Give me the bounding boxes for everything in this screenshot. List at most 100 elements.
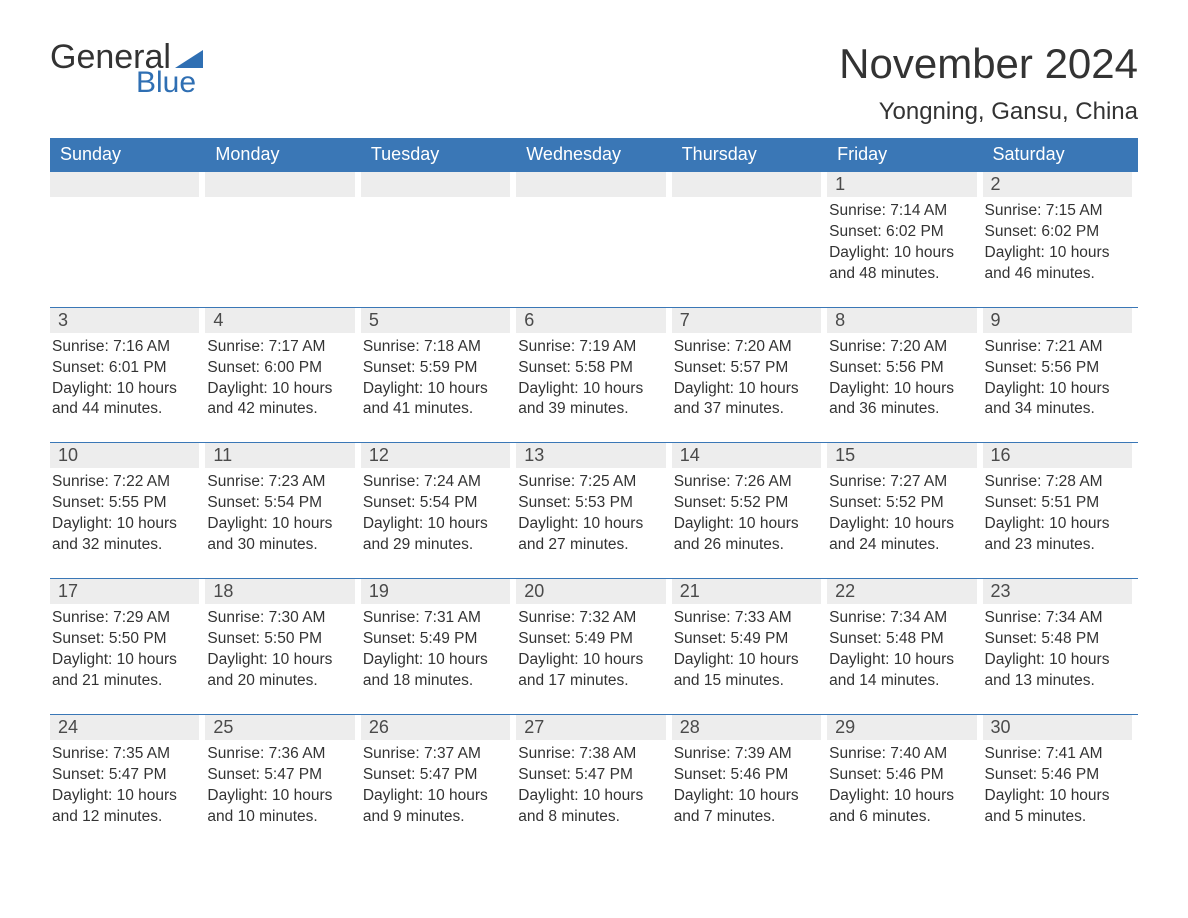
sunrise-text: Sunrise: 7:18 AM: [363, 337, 510, 358]
daylight-text: Daylight: 10 hours and 20 minutes.: [207, 650, 354, 692]
sunset-text: Sunset: 5:55 PM: [52, 493, 199, 514]
day-number: 15: [827, 443, 976, 468]
day-number: .: [205, 172, 354, 197]
title-block: November 2024 Yongning, Gansu, China: [839, 40, 1138, 126]
dow-friday: Friday: [827, 138, 982, 171]
sunset-text: Sunset: 5:47 PM: [52, 765, 199, 786]
day-cell: 12Sunrise: 7:24 AMSunset: 5:54 PMDayligh…: [361, 443, 516, 556]
daylight-text: Daylight: 10 hours and 23 minutes.: [985, 514, 1132, 556]
sunset-text: Sunset: 5:50 PM: [52, 629, 199, 650]
dow-monday: Monday: [205, 138, 360, 171]
week-row: .....1Sunrise: 7:14 AMSunset: 6:02 PMDay…: [50, 171, 1138, 285]
day-details: Sunrise: 7:25 AMSunset: 5:53 PMDaylight:…: [516, 472, 665, 556]
sunrise-text: Sunrise: 7:38 AM: [518, 744, 665, 765]
day-details: Sunrise: 7:37 AMSunset: 5:47 PMDaylight:…: [361, 744, 510, 828]
day-details: Sunrise: 7:14 AMSunset: 6:02 PMDaylight:…: [827, 201, 976, 285]
sunset-text: Sunset: 5:51 PM: [985, 493, 1132, 514]
day-details: Sunrise: 7:24 AMSunset: 5:54 PMDaylight:…: [361, 472, 510, 556]
sunset-text: Sunset: 5:52 PM: [674, 493, 821, 514]
sunset-text: Sunset: 6:01 PM: [52, 358, 199, 379]
sunrise-text: Sunrise: 7:15 AM: [985, 201, 1132, 222]
sunrise-text: Sunrise: 7:21 AM: [985, 337, 1132, 358]
sunrise-text: Sunrise: 7:24 AM: [363, 472, 510, 493]
day-details: Sunrise: 7:32 AMSunset: 5:49 PMDaylight:…: [516, 608, 665, 692]
daylight-text: Daylight: 10 hours and 7 minutes.: [674, 786, 821, 828]
day-cell: .: [672, 172, 827, 285]
sunset-text: Sunset: 5:47 PM: [363, 765, 510, 786]
sunset-text: Sunset: 5:57 PM: [674, 358, 821, 379]
daylight-text: Daylight: 10 hours and 39 minutes.: [518, 379, 665, 421]
day-number: 25: [205, 715, 354, 740]
sunrise-text: Sunrise: 7:22 AM: [52, 472, 199, 493]
daylight-text: Daylight: 10 hours and 26 minutes.: [674, 514, 821, 556]
daylight-text: Daylight: 10 hours and 8 minutes.: [518, 786, 665, 828]
daylight-text: Daylight: 10 hours and 41 minutes.: [363, 379, 510, 421]
sunrise-text: Sunrise: 7:30 AM: [207, 608, 354, 629]
day-number: 28: [672, 715, 821, 740]
day-number: 5: [361, 308, 510, 333]
sunset-text: Sunset: 6:02 PM: [829, 222, 976, 243]
day-cell: 3Sunrise: 7:16 AMSunset: 6:01 PMDaylight…: [50, 308, 205, 421]
sunset-text: Sunset: 5:47 PM: [518, 765, 665, 786]
day-details: Sunrise: 7:34 AMSunset: 5:48 PMDaylight:…: [827, 608, 976, 692]
sunrise-text: Sunrise: 7:14 AM: [829, 201, 976, 222]
sunrise-text: Sunrise: 7:40 AM: [829, 744, 976, 765]
day-number: 3: [50, 308, 199, 333]
sunrise-text: Sunrise: 7:28 AM: [985, 472, 1132, 493]
sunset-text: Sunset: 5:56 PM: [985, 358, 1132, 379]
day-number: 19: [361, 579, 510, 604]
daylight-text: Daylight: 10 hours and 17 minutes.: [518, 650, 665, 692]
sunrise-text: Sunrise: 7:23 AM: [207, 472, 354, 493]
logo-word2: Blue: [136, 68, 203, 98]
day-cell: 13Sunrise: 7:25 AMSunset: 5:53 PMDayligh…: [516, 443, 671, 556]
day-cell: 22Sunrise: 7:34 AMSunset: 5:48 PMDayligh…: [827, 579, 982, 692]
day-cell: 17Sunrise: 7:29 AMSunset: 5:50 PMDayligh…: [50, 579, 205, 692]
day-cell: 1Sunrise: 7:14 AMSunset: 6:02 PMDaylight…: [827, 172, 982, 285]
sunset-text: Sunset: 5:54 PM: [207, 493, 354, 514]
day-number: 23: [983, 579, 1132, 604]
day-of-week-row: Sunday Monday Tuesday Wednesday Thursday…: [50, 138, 1138, 171]
sunset-text: Sunset: 5:49 PM: [363, 629, 510, 650]
dow-wednesday: Wednesday: [516, 138, 671, 171]
sunrise-text: Sunrise: 7:34 AM: [985, 608, 1132, 629]
day-cell: 6Sunrise: 7:19 AMSunset: 5:58 PMDaylight…: [516, 308, 671, 421]
day-details: Sunrise: 7:15 AMSunset: 6:02 PMDaylight:…: [983, 201, 1132, 285]
week-row: 10Sunrise: 7:22 AMSunset: 5:55 PMDayligh…: [50, 442, 1138, 556]
day-number: 2: [983, 172, 1132, 197]
day-number: 14: [672, 443, 821, 468]
header: General Blue November 2024 Yongning, Gan…: [50, 40, 1138, 126]
week-row: 17Sunrise: 7:29 AMSunset: 5:50 PMDayligh…: [50, 578, 1138, 692]
day-details: Sunrise: 7:20 AMSunset: 5:56 PMDaylight:…: [827, 337, 976, 421]
daylight-text: Daylight: 10 hours and 9 minutes.: [363, 786, 510, 828]
sunset-text: Sunset: 5:46 PM: [985, 765, 1132, 786]
day-cell: 9Sunrise: 7:21 AMSunset: 5:56 PMDaylight…: [983, 308, 1138, 421]
day-details: Sunrise: 7:34 AMSunset: 5:48 PMDaylight:…: [983, 608, 1132, 692]
sunset-text: Sunset: 5:59 PM: [363, 358, 510, 379]
day-cell: 21Sunrise: 7:33 AMSunset: 5:49 PMDayligh…: [672, 579, 827, 692]
day-details: Sunrise: 7:36 AMSunset: 5:47 PMDaylight:…: [205, 744, 354, 828]
calendar: Sunday Monday Tuesday Wednesday Thursday…: [50, 138, 1138, 827]
day-number: 24: [50, 715, 199, 740]
day-details: Sunrise: 7:23 AMSunset: 5:54 PMDaylight:…: [205, 472, 354, 556]
day-cell: 2 Sunrise: 7:15 AMSunset: 6:02 PMDaylight…: [983, 172, 1138, 285]
sunrise-text: Sunrise: 7:16 AM: [52, 337, 199, 358]
day-details: Sunrise: 7:22 AMSunset: 5:55 PMDaylight:…: [50, 472, 199, 556]
day-cell: 20Sunrise: 7:32 AMSunset: 5:49 PMDayligh…: [516, 579, 671, 692]
day-number: .: [672, 172, 821, 197]
sunrise-text: Sunrise: 7:20 AM: [829, 337, 976, 358]
sunrise-text: Sunrise: 7:34 AM: [829, 608, 976, 629]
sunset-text: Sunset: 5:49 PM: [674, 629, 821, 650]
sunrise-text: Sunrise: 7:33 AM: [674, 608, 821, 629]
day-cell: 16 Sunrise: 7:28 AMSunset: 5:51 PMDayligh…: [983, 443, 1138, 556]
day-number: 4: [205, 308, 354, 333]
day-details: Sunrise: 7:27 AMSunset: 5:52 PMDaylight:…: [827, 472, 976, 556]
day-number: 8: [827, 308, 976, 333]
daylight-text: Daylight: 10 hours and 12 minutes.: [52, 786, 199, 828]
dow-saturday: Saturday: [983, 138, 1138, 171]
day-cell: 10Sunrise: 7:22 AMSunset: 5:55 PMDayligh…: [50, 443, 205, 556]
day-details: Sunrise: 7:20 AMSunset: 5:57 PMDaylight:…: [672, 337, 821, 421]
day-number: 30: [983, 715, 1132, 740]
daylight-text: Daylight: 10 hours and 5 minutes.: [985, 786, 1132, 828]
day-number: 16: [983, 443, 1132, 468]
sunset-text: Sunset: 5:49 PM: [518, 629, 665, 650]
